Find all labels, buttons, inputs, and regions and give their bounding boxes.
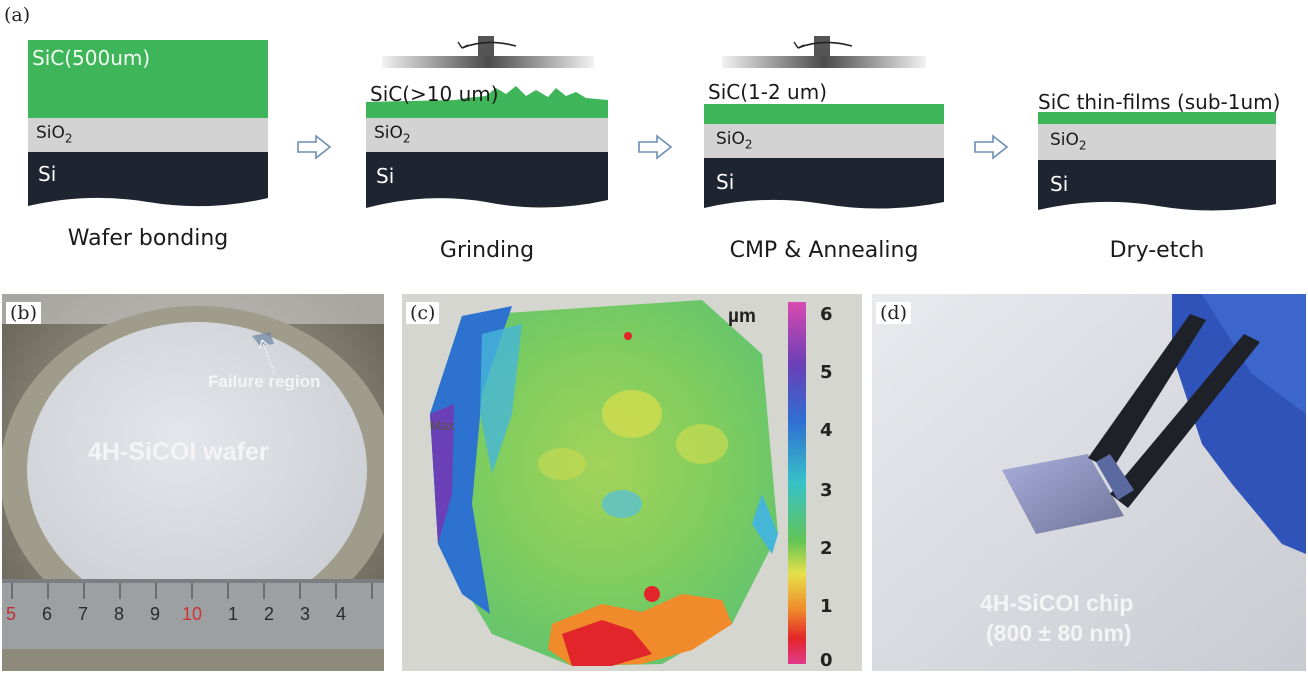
stack-wafer-bonding: SiC(500um) SiO2 Si bbox=[28, 40, 268, 210]
caption-cmp-annealing: CMP & Annealing bbox=[704, 238, 944, 263]
colorbar-tick: 1 bbox=[820, 596, 833, 617]
sio2-layer: SiO2 bbox=[704, 124, 944, 158]
ruler-number: 10 bbox=[182, 604, 202, 625]
sio2-label: SiO2 bbox=[716, 129, 753, 151]
si-layer bbox=[704, 158, 944, 212]
sio2-label: SiO2 bbox=[1050, 130, 1087, 152]
sic-label: SiC(500um) bbox=[32, 46, 150, 70]
ruler-number: 8 bbox=[114, 604, 124, 625]
colorbar-tick: 3 bbox=[820, 480, 833, 501]
caption-wafer-bonding: Wafer bonding bbox=[28, 226, 268, 251]
sic-label: SiC thin-films (sub-1um) bbox=[1038, 90, 1280, 114]
ruler-number: 5 bbox=[6, 604, 16, 625]
sic-label: SiC(>10 um) bbox=[370, 82, 499, 106]
stack-grinding: SiC(>10 um) SiO2 Si bbox=[366, 36, 608, 212]
panel-b-wafer-photo: (b) Failure region 4H-SiCOI wafer 5 6 7 … bbox=[2, 294, 384, 671]
arrow-right-icon bbox=[296, 134, 332, 160]
ruler-number: 9 bbox=[150, 604, 160, 625]
si-layer bbox=[366, 152, 608, 212]
max-marker-label: Max bbox=[430, 418, 455, 433]
panel-b-letter: (b) bbox=[6, 302, 41, 324]
colorbar-tick: 2 bbox=[820, 538, 833, 559]
sic-layer bbox=[1038, 112, 1276, 124]
ruler-number: 3 bbox=[300, 604, 310, 625]
sic-label: SiC(1-2 um) bbox=[708, 80, 827, 104]
si-label: Si bbox=[1050, 172, 1068, 196]
stack-dry-etch: SiC thin-films (sub-1um) SiO2 Si bbox=[1038, 90, 1276, 214]
ruler-number: 2 bbox=[264, 604, 274, 625]
si-layer bbox=[1038, 160, 1276, 214]
sio2-label: SiO2 bbox=[374, 123, 411, 145]
panel-d-letter: (d) bbox=[876, 302, 911, 324]
caption-dry-etch: Dry-etch bbox=[1038, 238, 1276, 263]
sio2-layer: SiO2 bbox=[28, 118, 268, 152]
ruler-number: 6 bbox=[42, 604, 52, 625]
sic-layer bbox=[704, 104, 944, 124]
si-label: Si bbox=[38, 162, 56, 186]
si-label: Si bbox=[376, 164, 394, 188]
colorbar-tick: 4 bbox=[820, 420, 833, 441]
chip-label-line1: 4H-SiCOI chip bbox=[980, 590, 1133, 617]
sic-layer: SiC(500um) bbox=[28, 40, 268, 118]
stack-cmp-annealing: SiC(1-2 um) SiO2 Si bbox=[704, 36, 944, 212]
sio2-layer: SiO2 bbox=[1038, 124, 1276, 160]
panel-d-chip-photo: (d) 4H-SiCOI chip (800 ± 80 nm) bbox=[872, 294, 1306, 671]
annotation-arrow-icon bbox=[256, 336, 280, 376]
ruler-number: 4 bbox=[336, 604, 346, 625]
si-layer bbox=[28, 152, 268, 210]
ruler-number: 7 bbox=[78, 604, 88, 625]
ruler-number: 1 bbox=[228, 604, 238, 625]
panel-a-letter: (a) bbox=[4, 4, 30, 26]
chip-label-line2: (800 ± 80 nm) bbox=[986, 620, 1132, 647]
polishing-wheel-icon bbox=[704, 36, 944, 76]
wafer-label: 4H-SiCOI wafer bbox=[88, 438, 269, 467]
sio2-layer: SiO2 bbox=[366, 118, 608, 152]
panel-c-letter: (c) bbox=[406, 302, 439, 324]
colorbar-tick: 6 bbox=[820, 304, 833, 325]
panel-c-thickness-map: (c) Max µm 6 5 4 3 2 1 0 bbox=[402, 294, 862, 671]
colorbar-tick: 5 bbox=[820, 362, 833, 383]
sio2-label: SiO2 bbox=[36, 123, 73, 145]
colorbar-unit: µm bbox=[728, 306, 756, 328]
si-label: Si bbox=[716, 170, 734, 194]
caption-grinding: Grinding bbox=[366, 238, 608, 263]
colorbar-tick: 0 bbox=[820, 650, 833, 671]
thickness-map-image bbox=[402, 294, 862, 671]
arrow-right-icon bbox=[637, 134, 673, 160]
arrow-right-icon bbox=[973, 134, 1009, 160]
